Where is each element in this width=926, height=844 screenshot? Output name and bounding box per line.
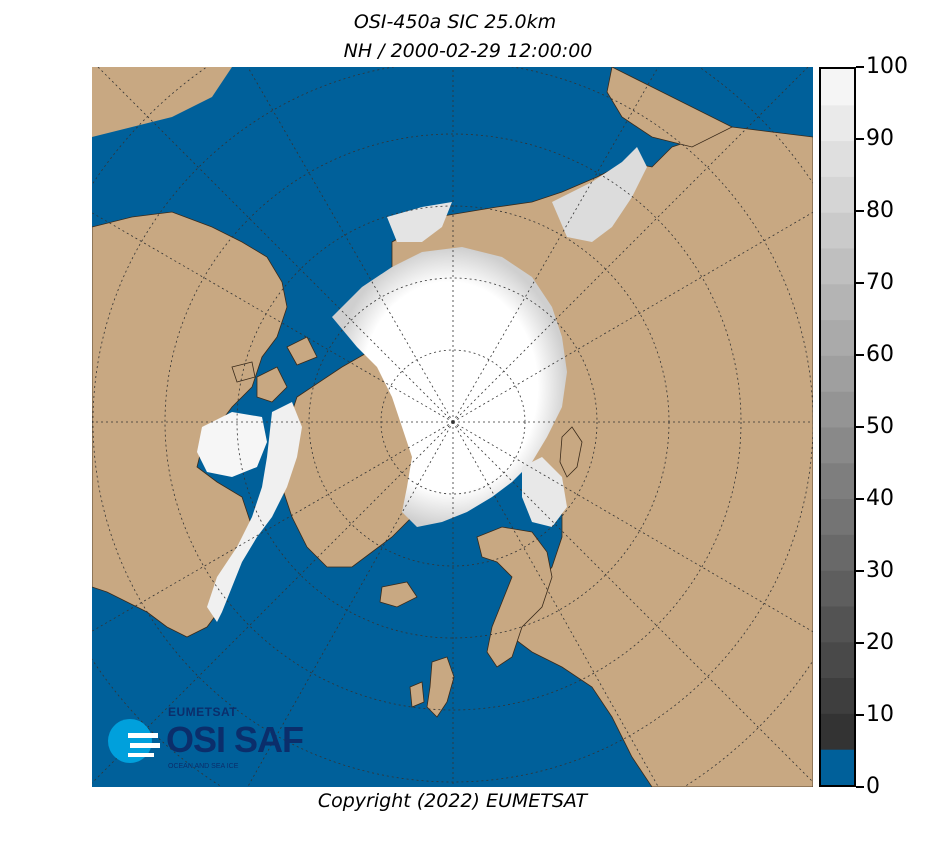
colorbar-step xyxy=(821,713,854,750)
logo-globe-icon xyxy=(108,719,160,763)
colorbar-tick-label: 70 xyxy=(866,270,894,295)
map-title: OSI-450a SIC 25.0km xyxy=(353,11,557,33)
logo-subtitle: OCEAN AND SEA ICE xyxy=(168,763,239,770)
colorbar-tick-label: 50 xyxy=(866,414,894,439)
colorbar-tick-label: 20 xyxy=(866,630,894,655)
logo-name: OSI SAF xyxy=(166,719,304,760)
colorbar-tick xyxy=(856,138,864,140)
colorbar-step xyxy=(821,677,854,714)
colorbar-step xyxy=(821,140,854,177)
colorbar-tick xyxy=(856,786,864,788)
colorbar-step xyxy=(821,319,854,356)
colorbar-step xyxy=(821,283,854,321)
colorbar-step xyxy=(821,498,854,535)
colorbar-step xyxy=(821,462,854,500)
copyright: Copyright (2022) EUMETSAT xyxy=(317,790,588,812)
colorbar-step xyxy=(821,248,854,285)
colorbar-tick xyxy=(856,354,864,356)
colorbar-scale xyxy=(821,69,854,785)
colorbar-step xyxy=(821,606,854,643)
colorbar-step xyxy=(821,391,854,428)
colorbar-tick xyxy=(856,498,864,500)
colorbar-step xyxy=(821,641,854,679)
colorbar-step xyxy=(821,355,854,392)
colorbar-tick-label: 60 xyxy=(866,342,894,367)
colorbar-tick-label: 0 xyxy=(866,774,880,799)
colorbar-tick-label: 10 xyxy=(866,702,894,727)
colorbar-tick-label: 100 xyxy=(866,54,908,79)
colorbar-tick xyxy=(856,210,864,212)
map-subtitle: NH / 2000-02-29 12:00:00 xyxy=(343,40,593,62)
colorbar-step xyxy=(821,212,854,249)
colorbar-tick xyxy=(856,66,864,68)
colorbar-step xyxy=(821,176,854,213)
colorbar xyxy=(819,67,856,787)
colorbar-tick xyxy=(856,714,864,716)
colorbar-step xyxy=(821,104,854,142)
colorbar-step xyxy=(821,534,854,571)
colorbar-tick xyxy=(856,570,864,572)
colorbar-tick xyxy=(856,282,864,284)
colorbar-tick-label: 90 xyxy=(866,126,894,151)
colorbar-tick-label: 30 xyxy=(866,558,894,583)
sea-ice-map xyxy=(92,67,813,787)
colorbar-tick xyxy=(856,426,864,428)
colorbar-step xyxy=(821,427,854,464)
logo-org: EUMETSAT xyxy=(168,705,238,719)
osisaf-logo: EUMETSAT OSI SAF OCEAN AND SEA ICE xyxy=(106,705,316,775)
sea-ice xyxy=(197,147,647,622)
colorbar-tick-label: 80 xyxy=(866,198,894,223)
graticule xyxy=(92,67,813,787)
colorbar-step xyxy=(821,749,854,785)
colorbar-step xyxy=(821,570,854,607)
colorbar-step xyxy=(821,69,854,106)
colorbar-tick xyxy=(856,642,864,644)
colorbar-tick-label: 40 xyxy=(866,486,894,511)
